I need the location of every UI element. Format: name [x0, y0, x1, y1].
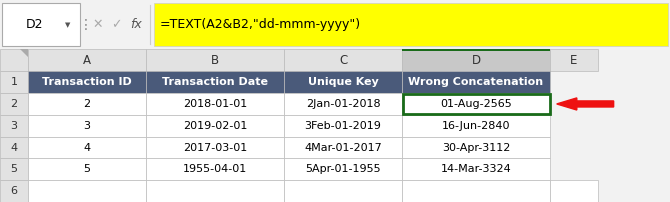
Bar [28, 115, 146, 137]
Text: 3: 3 [11, 121, 17, 131]
Bar [0, 115, 28, 137]
Bar [0, 137, 28, 158]
Bar [146, 180, 284, 202]
Text: 6: 6 [11, 186, 17, 196]
Text: 2: 2 [11, 99, 17, 109]
Text: A: A [83, 54, 91, 67]
Text: C: C [339, 54, 347, 67]
Text: 5Apr-01-1955: 5Apr-01-1955 [306, 164, 381, 174]
Bar [402, 49, 550, 51]
Text: =TEXT(A2&B2,"dd-mmm-yyyy"): =TEXT(A2&B2,"dd-mmm-yyyy") [160, 18, 361, 31]
Bar [402, 115, 550, 137]
Bar [550, 49, 598, 71]
Bar [402, 137, 550, 158]
Text: ✓: ✓ [111, 18, 121, 31]
Bar [402, 71, 550, 93]
Bar [146, 49, 284, 71]
Bar [28, 93, 146, 115]
Text: 2Jan-01-2018: 2Jan-01-2018 [306, 99, 381, 109]
Text: 2019-02-01: 2019-02-01 [183, 121, 247, 131]
Bar [284, 158, 402, 180]
Bar [154, 3, 668, 46]
Text: 5: 5 [11, 164, 17, 174]
Bar [402, 158, 550, 180]
Text: 2018-01-01: 2018-01-01 [183, 99, 247, 109]
Bar [0, 71, 28, 93]
Text: D: D [472, 54, 480, 67]
Text: 5: 5 [84, 164, 90, 174]
Bar [0, 93, 28, 115]
Bar [284, 115, 402, 137]
Bar [2, 3, 80, 46]
Bar [0, 158, 28, 180]
Bar [28, 180, 146, 202]
Bar [403, 94, 549, 114]
Bar [284, 49, 402, 71]
Text: 1955-04-01: 1955-04-01 [183, 164, 247, 174]
Bar [284, 71, 402, 93]
Text: Transaction Date: Transaction Date [162, 77, 268, 87]
Bar [28, 49, 146, 71]
Text: 3: 3 [84, 121, 90, 131]
Text: 16-Jun-2840: 16-Jun-2840 [442, 121, 511, 131]
Bar [146, 93, 284, 115]
Bar [550, 180, 598, 202]
Text: 30-Apr-3112: 30-Apr-3112 [442, 143, 510, 153]
Bar [284, 93, 402, 115]
Text: E: E [570, 54, 578, 67]
Bar [146, 71, 284, 93]
Text: 14-Mar-3324: 14-Mar-3324 [441, 164, 511, 174]
Bar [402, 49, 550, 71]
Text: fx: fx [130, 18, 142, 31]
Text: 1: 1 [11, 77, 17, 87]
Bar [284, 137, 402, 158]
Bar [28, 158, 146, 180]
Text: ⋮: ⋮ [79, 18, 93, 32]
Text: 2: 2 [84, 99, 90, 109]
Bar [284, 180, 402, 202]
Bar [146, 115, 284, 137]
Polygon shape [20, 49, 28, 58]
Bar [402, 93, 550, 115]
Bar [146, 137, 284, 158]
Text: ✕: ✕ [92, 18, 103, 31]
Bar [402, 180, 550, 202]
Text: 3Feb-01-2019: 3Feb-01-2019 [305, 121, 381, 131]
Text: 4: 4 [11, 143, 17, 153]
Text: D2: D2 [26, 18, 44, 31]
Text: Wrong Concatenation: Wrong Concatenation [409, 77, 543, 87]
Bar [0, 49, 28, 71]
Text: 2017-03-01: 2017-03-01 [183, 143, 247, 153]
Text: B: B [211, 54, 219, 67]
Bar [146, 158, 284, 180]
Text: 4: 4 [84, 143, 90, 153]
Text: 01-Aug-2565: 01-Aug-2565 [440, 99, 512, 109]
Text: Unique Key: Unique Key [308, 77, 379, 87]
Bar [28, 137, 146, 158]
Bar [0, 180, 28, 202]
Text: ▼: ▼ [65, 22, 71, 28]
Text: Transaction ID: Transaction ID [42, 77, 132, 87]
Bar [28, 71, 146, 93]
Text: 4Mar-01-2017: 4Mar-01-2017 [304, 143, 382, 153]
